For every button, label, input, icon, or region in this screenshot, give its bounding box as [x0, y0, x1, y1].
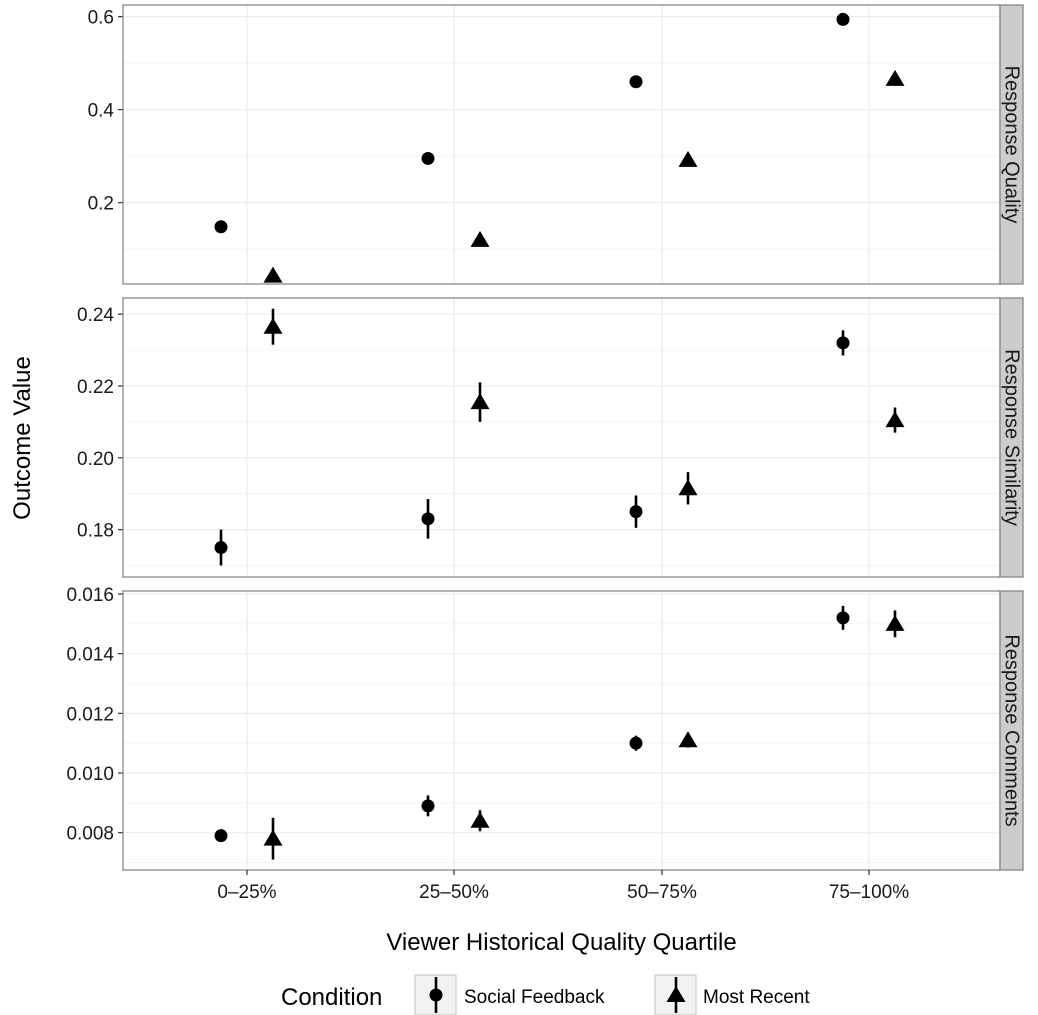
data-point-most-recent [470, 230, 490, 247]
y-tick-label: 0.18 [77, 521, 114, 542]
data-point-social-feedback [629, 736, 643, 750]
data-point-most-recent [263, 829, 283, 846]
data-point-most-recent [885, 411, 905, 428]
data-point-most-recent [678, 150, 698, 167]
y-tick-label: 0.20 [77, 449, 114, 470]
y-tick-label: 0.008 [66, 824, 114, 845]
legend-label-most-recent: Most Recent [703, 987, 810, 1008]
x-tick-label: 75–100% [829, 882, 909, 903]
data-point-social-feedback [629, 75, 643, 89]
facet-strip-label: Response Quality [1001, 66, 1023, 224]
data-point-most-recent [470, 393, 490, 410]
data-point-most-recent [885, 614, 905, 631]
data-point-most-recent [263, 317, 283, 334]
x-tick-label: 25–50% [419, 882, 489, 903]
data-point-social-feedback [629, 505, 643, 519]
panel-background [123, 298, 1000, 577]
facet-strip [999, 590, 1024, 871]
legend-title: Condition [281, 984, 382, 1011]
data-point-most-recent [470, 811, 490, 828]
data-point-most-recent [678, 479, 698, 496]
legend-label-social-feedback: Social Feedback [464, 987, 605, 1008]
y-tick-label: 0.2 [88, 194, 114, 215]
panel-background [123, 5, 1000, 284]
data-point-social-feedback [836, 336, 850, 350]
y-tick-label: 0.012 [66, 704, 114, 725]
legend-key-triangle [666, 986, 686, 1002]
x-tick-label: 50–75% [627, 882, 697, 903]
y-axis-title: Outcome Value [9, 356, 36, 520]
data-point-social-feedback [214, 541, 228, 555]
data-point-most-recent [263, 266, 283, 283]
data-point-social-feedback [214, 829, 228, 843]
y-tick-label: 0.010 [66, 764, 114, 785]
data-point-social-feedback [421, 512, 435, 526]
data-point-social-feedback [214, 220, 228, 234]
facet-strip-label: Response Comments [1001, 634, 1023, 826]
y-tick-label: 0.014 [66, 645, 114, 666]
data-point-most-recent [885, 69, 905, 86]
y-tick-label: 0.24 [77, 305, 114, 326]
panel-background [123, 591, 1000, 870]
x-tick-label: 0–25% [217, 882, 276, 903]
data-point-most-recent [678, 731, 698, 748]
facet-strip [999, 4, 1024, 285]
y-tick-label: 0.22 [77, 377, 114, 398]
legend-key-circle [429, 988, 443, 1002]
facet-strip-label: Response Similarity [1001, 349, 1023, 526]
data-point-social-feedback [836, 611, 850, 625]
data-point-social-feedback [421, 151, 435, 165]
y-tick-label: 0.016 [66, 585, 114, 606]
facet-strip [999, 297, 1024, 578]
x-axis-title: Viewer Historical Quality Quartile [386, 929, 736, 956]
y-tick-label: 0.4 [88, 101, 115, 122]
y-tick-label: 0.6 [88, 8, 114, 29]
data-point-social-feedback [421, 799, 435, 813]
data-point-social-feedback [836, 12, 850, 26]
